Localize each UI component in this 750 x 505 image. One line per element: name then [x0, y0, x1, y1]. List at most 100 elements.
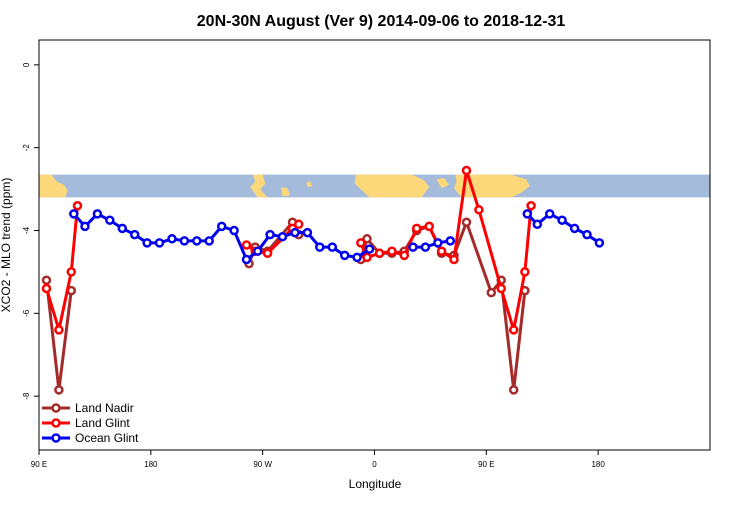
- y-tick-label: -6: [22, 309, 31, 317]
- land-glint-point: [411, 223, 422, 234]
- land-nadir-point: [362, 234, 372, 244]
- x-tick-label: 0: [372, 460, 377, 469]
- land-glint-point: [356, 238, 366, 248]
- land-glint-point: [461, 165, 472, 176]
- land-nadir-point: [54, 385, 64, 395]
- ocean-glint-point: [80, 221, 90, 232]
- ocean-glint-line: [413, 239, 451, 249]
- ocean-glint-point: [445, 236, 456, 246]
- ocean-glint-line: [72, 212, 371, 261]
- ocean-glint-point: [179, 236, 190, 246]
- x-tick-label: 180: [591, 460, 605, 469]
- land-glint-point: [496, 283, 506, 294]
- chart-title: 20N-30N August (Ver 9) 2014-09-06 to 201…: [197, 13, 566, 30]
- map-land: [306, 181, 313, 188]
- plot-frame: [38, 39, 711, 451]
- ocean-glint-point: [557, 215, 567, 225]
- x-tick-label: 90 E: [478, 460, 494, 469]
- land-glint-point: [72, 200, 83, 211]
- land-glint-point: [508, 325, 519, 335]
- map-strip: [39, 174, 710, 198]
- ocean-glint-point: [408, 242, 418, 252]
- land-nadir-point: [41, 275, 52, 285]
- ocean-glint-point: [167, 234, 177, 244]
- map-land: [39, 174, 68, 198]
- y-tick-label: -4: [22, 226, 31, 234]
- ocean-glint-point: [192, 236, 202, 246]
- legend-label-ocean-glint: Ocean Glint: [75, 431, 139, 445]
- x-axis-label: Longitude: [349, 477, 402, 491]
- legend-label-land-glint: Land Glint: [75, 416, 130, 430]
- x-axis: 90 E 180 90 W 0 90 E 180: [31, 450, 605, 469]
- ocean-glint-point: [69, 209, 79, 219]
- map-land: [281, 187, 290, 197]
- y-tick-label: -2: [22, 144, 31, 152]
- ocean-glint-point: [544, 209, 555, 219]
- ocean-glint-point: [154, 238, 165, 248]
- ocean-glint-point: [290, 227, 300, 238]
- land-glint-point: [520, 267, 530, 277]
- ocean-glint-point: [522, 209, 533, 219]
- ocean-glint-point: [420, 242, 431, 252]
- y-axis: 0 -2 -4 -6 -8: [22, 62, 39, 400]
- ocean-glint-point: [532, 219, 543, 230]
- land-glint-point: [436, 246, 447, 256]
- land-nadir-point: [508, 385, 519, 395]
- ocean-glint-point: [229, 225, 239, 236]
- ocean-glint-point: [352, 252, 362, 263]
- ocean-glint-point: [129, 229, 140, 240]
- land-nadir-point: [461, 217, 472, 227]
- ocean-glint-point: [241, 254, 252, 265]
- ocean-glint-point: [569, 223, 580, 234]
- y-tick-label: 0: [22, 62, 31, 67]
- ocean-glint-point: [433, 238, 443, 248]
- map-land: [436, 178, 450, 189]
- land-glint-point: [41, 283, 52, 294]
- legend-marker-ocean-glint: [51, 433, 61, 443]
- ocean-glint-point: [277, 231, 288, 242]
- ocean-glint-point: [265, 229, 275, 240]
- legend-marker-land-nadir: [51, 403, 61, 413]
- land-glint-point: [362, 252, 372, 263]
- ocean-glint-point: [216, 221, 227, 232]
- land-glint-point: [374, 248, 385, 259]
- legend-label-land-nadir: Land Nadir: [75, 401, 134, 415]
- land-glint-point: [449, 254, 459, 265]
- x-tick-label: 180: [144, 460, 158, 469]
- y-tick-label: -8: [22, 392, 31, 400]
- land-glint-point: [474, 205, 484, 215]
- ocean-glint-point: [594, 238, 605, 248]
- ocean-glint-point: [252, 246, 263, 256]
- land-glint-point: [399, 250, 410, 261]
- land-glint-point: [526, 200, 536, 211]
- land-glint-point: [66, 267, 77, 277]
- land-glint-point: [387, 246, 397, 256]
- land-glint-point: [54, 325, 64, 335]
- ocean-glint-point: [364, 244, 375, 254]
- ocean-glint-point: [204, 236, 214, 246]
- land-glint-point: [241, 240, 252, 250]
- legend-marker-land-glint: [51, 418, 61, 428]
- ocean-glint-point: [327, 242, 338, 252]
- ocean-glint-point: [315, 242, 325, 252]
- land-glint-point: [293, 219, 304, 230]
- x-tick-label: 90 W: [253, 460, 272, 469]
- map-land: [250, 174, 268, 198]
- land-nadir-point: [486, 287, 497, 298]
- land-glint-point: [424, 221, 434, 232]
- ocean-glint-point: [339, 250, 350, 261]
- ocean-glint-point: [92, 209, 103, 219]
- map-land: [354, 174, 430, 198]
- ocean-glint-point: [105, 215, 115, 225]
- ocean-glint-point: [302, 227, 313, 238]
- y-axis-label: XCO2 - MLO trend (ppm): [0, 178, 13, 313]
- ocean-glint-point: [117, 223, 128, 234]
- x-tick-label: 90 E: [31, 460, 47, 469]
- series-layer: [41, 165, 605, 395]
- ocean-glint-point: [582, 229, 592, 240]
- ocean-glint-point: [142, 238, 152, 248]
- land-glint-line: [45, 205, 79, 332]
